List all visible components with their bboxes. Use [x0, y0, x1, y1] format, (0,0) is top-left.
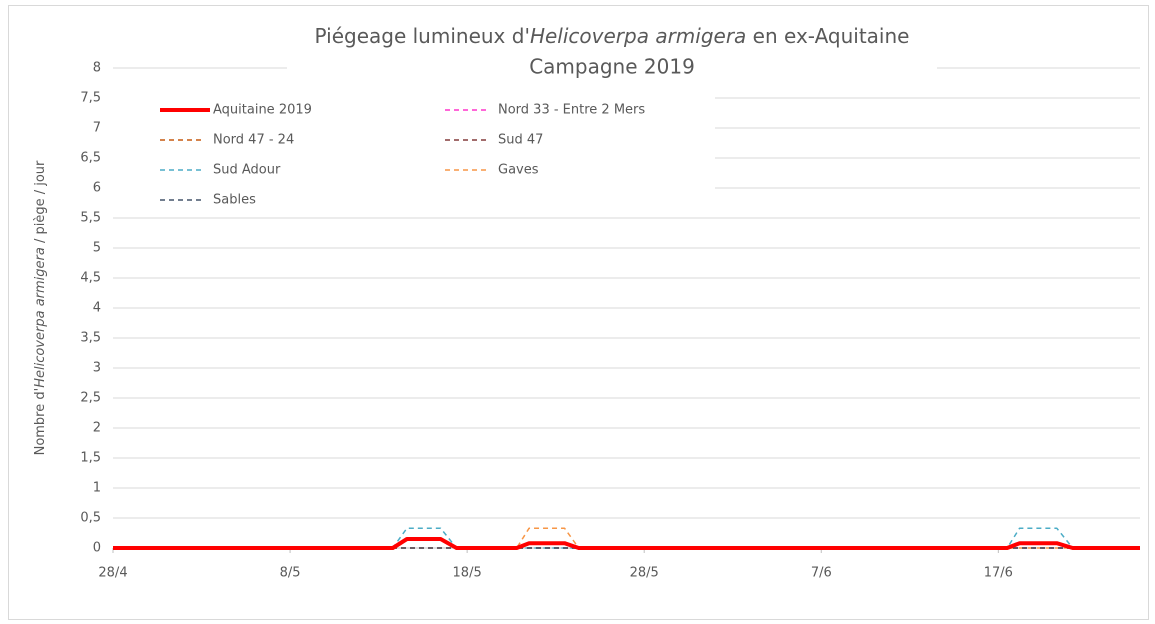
chart-title: Piégeage lumineux d'Helicoverpa armigera…	[315, 24, 910, 48]
y-tick-label: 8	[93, 61, 101, 76]
chart-subtitle: Campagne 2019	[529, 55, 695, 79]
y-tick-label: 0,5	[80, 511, 101, 526]
series-line	[113, 537, 1140, 550]
y-tick-label: 7	[93, 121, 101, 136]
x-tick-label: 7/6	[811, 566, 832, 581]
y-tick-label: 1,5	[80, 451, 101, 466]
y-tick-label: 4,5	[80, 271, 101, 286]
x-tick-label: 8/5	[280, 566, 301, 581]
legend-label: Sud Adour	[213, 163, 281, 178]
legend-label: Sud 47	[498, 133, 543, 148]
y-tick-label: 4	[93, 301, 101, 316]
x-tick-label: 18/5	[453, 566, 482, 581]
y-tick-label: 7,5	[80, 91, 101, 106]
y-tick-label: 3	[93, 361, 101, 376]
x-tick-label: 28/5	[630, 566, 659, 581]
legend-backdrop	[113, 90, 715, 215]
y-tick-label: 5,5	[80, 211, 101, 226]
title-backdrop	[287, 14, 937, 86]
x-tick-label: 17/6	[984, 566, 1013, 581]
y-tick-label: 6,5	[80, 151, 101, 166]
y-tick-label: 1	[93, 481, 101, 496]
series-line	[113, 527, 1140, 549]
y-tick-label: 5	[93, 241, 101, 256]
y-tick-label: 2	[93, 421, 101, 436]
legend-label: Sables	[213, 193, 256, 208]
legend-label: Nord 33 - Entre 2 Mers	[498, 103, 645, 118]
legend-label: Gaves	[498, 163, 539, 178]
y-tick-label: 6	[93, 181, 101, 196]
legend-label: Aquitaine 2019	[213, 103, 312, 118]
y-axis-label: Nombre d'Helicoverpa armigera / piège / …	[33, 160, 48, 455]
y-tick-label: 0	[93, 541, 101, 556]
y-tick-label: 3,5	[80, 331, 101, 346]
legend-label: Nord 47 - 24	[213, 133, 294, 148]
x-tick-label: 28/4	[98, 566, 127, 581]
y-tick-label: 2,5	[80, 391, 101, 406]
